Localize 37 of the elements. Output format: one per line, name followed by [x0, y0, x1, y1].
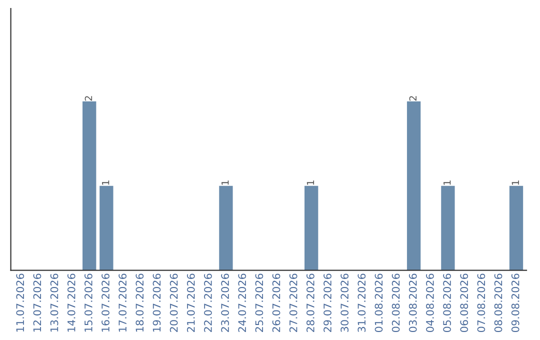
x-tick-label: 24.07.2026	[238, 274, 246, 332]
x-tick-label: 09.08.2026	[511, 274, 520, 332]
x-tick-label: 26.07.2026	[272, 274, 280, 332]
data-label: 1	[102, 180, 110, 185]
x-tick-label: 12.07.2026	[33, 274, 42, 332]
x-tick-label: 16.07.2026	[102, 274, 110, 332]
x-tick-label: 14.07.2026	[67, 274, 76, 332]
data-label: 2	[84, 96, 92, 101]
x-tick-label: 20.07.2026	[170, 274, 178, 332]
x-tick-label: 05.08.2026	[443, 274, 451, 332]
x-tick-label: 17.07.2026	[118, 274, 127, 332]
x-tick-label: 06.08.2026	[460, 274, 468, 332]
data-label: 1	[306, 180, 314, 185]
x-tick-label: 29.07.2026	[324, 274, 332, 332]
x-tick-label: 18.07.2026	[136, 274, 144, 332]
x-tick-label: 21.07.2026	[186, 274, 195, 332]
x-tick-label: 31.07.2026	[358, 274, 366, 332]
x-tick-label: 11.07.2026	[16, 274, 24, 332]
data-label: 1	[512, 180, 519, 185]
data-label: 1	[222, 180, 229, 185]
x-tick-label: 13.07.2026	[50, 274, 58, 332]
x-tick-label: 23.07.2026	[221, 274, 229, 332]
x-tick-label: 19.07.2026	[152, 274, 161, 332]
x-tick-label: 07.08.2026	[477, 274, 486, 332]
x-tick-label: 25.07.2026	[255, 274, 264, 332]
x-tick-label: 27.07.2026	[289, 274, 298, 332]
x-tick-label: 22.07.2026	[204, 274, 212, 332]
x-tick-label: 08.08.2026	[494, 274, 502, 332]
x-tick-label: 02.08.2026	[392, 274, 400, 332]
x-tick-label: 01.08.2026	[374, 274, 383, 332]
data-label: 1	[444, 180, 451, 185]
x-tick-label: 28.07.2026	[306, 274, 314, 332]
x-tick-label: 03.08.2026	[408, 274, 417, 332]
x-tick-label: 30.07.2026	[340, 274, 349, 332]
x-tick-label: 15.07.2026	[84, 274, 92, 332]
data-label: 2	[409, 96, 416, 101]
x-tick-label: 04.08.2026	[426, 274, 434, 332]
